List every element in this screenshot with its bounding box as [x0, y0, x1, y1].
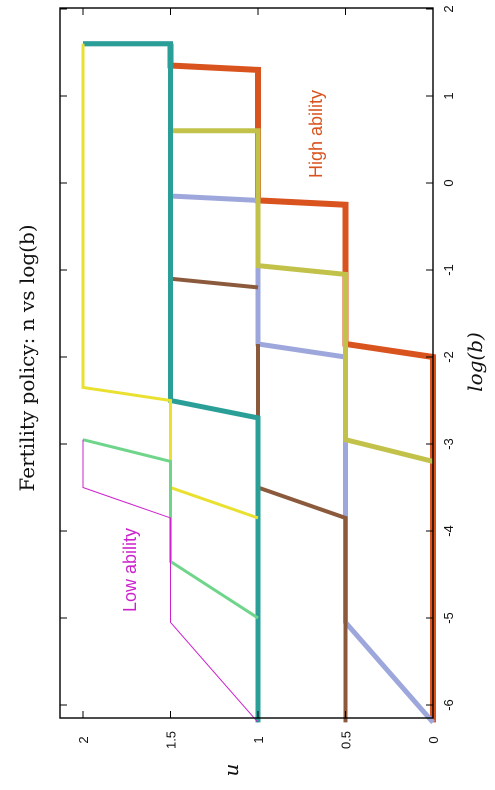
- chart-title: Fertility policy: n vs log(b): [15, 224, 39, 491]
- y-tick-label: 1.5: [164, 731, 179, 749]
- series-line-3: [170, 128, 434, 464]
- x-tick-label: -1: [441, 264, 456, 276]
- series-line-8: [82, 438, 259, 620]
- x-tick-label: 0: [441, 179, 456, 186]
- y-axis-label: u: [219, 764, 243, 777]
- x-tick-label: 1: [441, 92, 456, 99]
- x-tick-label: -3: [441, 438, 456, 450]
- x-axis-label: log(b): [463, 332, 487, 392]
- series-line-7: [81, 43, 259, 520]
- series-line-5: [168, 196, 259, 290]
- annotation-high-ability: High ability: [306, 90, 326, 178]
- x-tick-label: 2: [441, 5, 456, 12]
- x-tick-label: -2: [441, 351, 456, 363]
- series-line-1: [167, 43, 436, 723]
- plot-area: [81, 41, 436, 725]
- y-tick-label: 0.5: [339, 731, 354, 749]
- x-tick-label: -6: [441, 699, 456, 711]
- annotation-low-ability: Low ability: [120, 528, 140, 612]
- y-axis: 0 0.5 1 1.5 2: [76, 8, 441, 749]
- y-tick-label: 2: [76, 736, 91, 743]
- series-line-4: [256, 343, 348, 723]
- y-tick-label: 0: [426, 736, 441, 743]
- plot-frame: [59, 7, 434, 719]
- x-tick-label: -4: [441, 525, 456, 537]
- x-axis: -6 -5 -4 -3 -2 -1 0 1 2: [60, 5, 456, 711]
- series-line-9: [82, 439, 259, 723]
- x-tick-label: -5: [441, 612, 456, 624]
- y-tick-label: 1: [251, 736, 266, 743]
